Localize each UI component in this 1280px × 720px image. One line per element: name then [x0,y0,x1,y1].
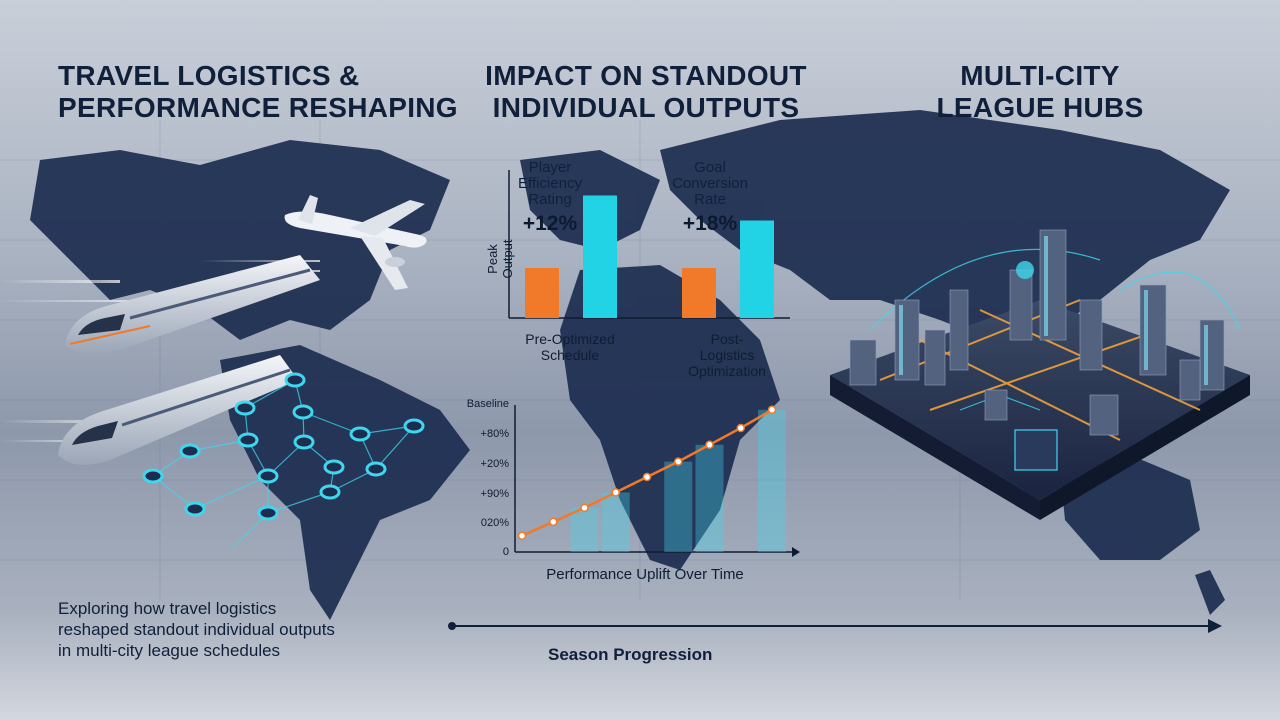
bar-category-pre-line-2: Schedule [540,347,600,363]
right-title: MULTI-CITY LEAGUE HUBS [920,60,1160,124]
middle-title-line-2: INDIVIDUAL OUTPUTS [492,92,800,123]
city-skyline-icon [830,229,1250,520]
new-zealand [1195,570,1225,615]
description-line-1: Exploring how travel logistics [58,599,277,618]
line-chart-ytick-5: 0 [502,546,509,558]
right-title-line-1: MULTI-CITY [960,60,1120,91]
left-title-line-1: TRAVEL LOGISTICS & [58,60,360,91]
bar-category-pre-line-1: Pre-Optimized [525,331,615,347]
line-chart-title: Performance Uplift Over Time [546,566,744,583]
north-america [30,140,450,340]
bar-chart-y-label: Peak Output [485,239,515,279]
description-line-2: reshaped standout individual outputs [58,620,335,639]
line-chart-ytick-2: +20% [480,458,509,470]
bar-group-2-caption-line-3: Rate [694,191,726,208]
bar-group-2-caption-line-1: Goal [694,159,726,176]
middle-title: IMPACT ON STANDOUT INDIVIDUAL OUTPUTS [476,60,816,124]
description-line-3: in multi-city league schedules [58,641,281,660]
bar-group-2-caption: Goal Conversion Rate [660,160,760,208]
network-node-icon [142,372,425,521]
bar-group-1-caption-line-3: Rating [528,191,572,208]
line-chart-ytick-1: +80% [480,428,509,440]
high-speed-train-icon-2 [58,355,298,465]
south-america [220,345,470,620]
bar-group-1-caption-line-2: Efficiency [518,175,582,192]
bar-category-post-line-1: Post- [710,331,744,347]
bar-group-1-caption-line-1: Player [528,159,572,176]
africa [560,265,780,570]
line-chart-ytick-4: 020% [480,517,509,529]
bar-category-post: Post- Logistics Optimization [662,331,792,379]
season-progression-label: Season Progression [548,645,713,664]
bar-group-2-caption-line-2: Conversion [672,175,748,192]
line-chart-ytick-0: Baseline [466,398,509,410]
continents [30,110,1230,620]
bar-category-pre: Pre-Optimized Schedule [505,331,635,363]
airplane-icon [284,195,427,290]
middle-title-line-1: IMPACT ON STANDOUT [485,60,807,91]
right-title-line-2: LEAGUE HUBS [936,92,1144,123]
high-speed-train-icon [65,255,320,354]
bar-group-1-caption: Player Efficiency Rating [500,160,600,208]
bar-group-2-change: +18% [682,212,738,235]
left-title-line-2: PERFORMANCE RESHAPING [58,92,458,123]
asia [660,110,1230,340]
description: Exploring how travel logistics reshaped … [58,598,398,661]
left-title: TRAVEL LOGISTICS & PERFORMANCE RESHAPING [58,60,478,124]
bar-group-1-change: +12% [522,212,578,235]
bar-category-post-line-2: Logistics Optimization [688,347,766,379]
line-chart-ytick-3: +90% [480,488,509,500]
